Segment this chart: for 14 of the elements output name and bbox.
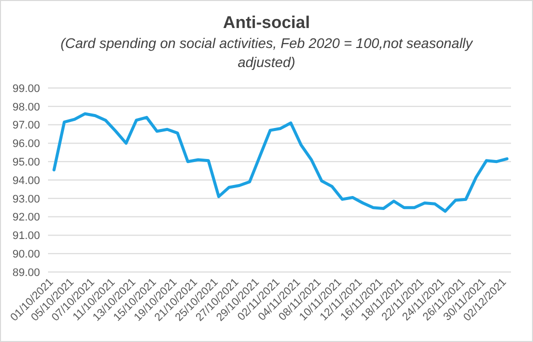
y-tick-label: 94.00 — [12, 174, 40, 187]
chart-title: Anti-social — [223, 13, 310, 32]
y-tick-label: 98.00 — [12, 101, 40, 114]
chart-subtitle: (Card spending on social activities, Feb 2020 = 100,not seasonally adjusted) — [60, 34, 473, 72]
y-tick-label: 90.00 — [12, 248, 40, 260]
line-series — [52, 112, 508, 213]
y-tick-label: 99.00 — [12, 82, 40, 95]
y-tick-label: 95.00 — [12, 156, 40, 168]
y-tick-label: 97.00 — [12, 120, 40, 132]
y-tick-label: 89.00 — [12, 266, 40, 279]
y-tick-label: 93.00 — [12, 193, 40, 206]
y-tick-label: 92.00 — [12, 212, 40, 224]
y-tick-label: 91.00 — [12, 230, 40, 242]
y-tick-label: 96.00 — [12, 138, 40, 150]
